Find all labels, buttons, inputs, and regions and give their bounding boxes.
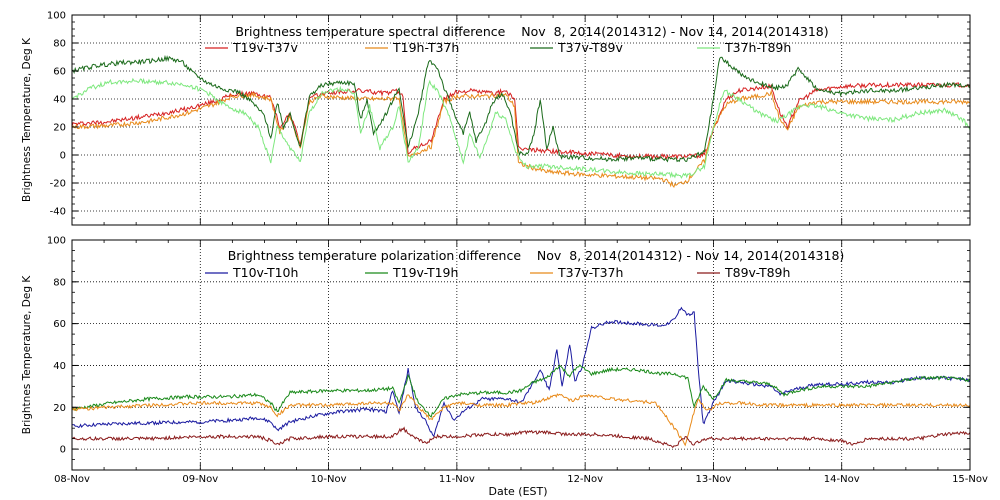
y-tick-label: 100 (47, 11, 66, 22)
x-tick-label: 09-Nov (182, 474, 218, 485)
y-tick-label: -20 (50, 179, 66, 190)
series-line-t10v-t10h (72, 306, 970, 438)
x-tick-label: 10-Nov (311, 474, 347, 485)
polarization-difference-panel: Brightness temperature polarization diff… (21, 236, 988, 486)
x-tick-label: 15-Nov (952, 474, 988, 485)
y-tick-label: 60 (53, 67, 66, 78)
series-line-t37v-t37h (72, 393, 970, 447)
legend-label: T10v-T10h (232, 265, 298, 280)
y-tick-label: -40 (50, 207, 66, 218)
legend-label: T37h-T89h (724, 40, 791, 55)
x-tick-label: 08-Nov (54, 474, 90, 485)
x-axis-label: Date (EST) (488, 485, 547, 498)
x-tick-label: 14-Nov (824, 474, 860, 485)
legend-label: T89v-T89h (724, 265, 790, 280)
spectral-difference-title: Brightness temperature spectral differen… (235, 24, 828, 39)
y-tick-label: 20 (53, 123, 66, 134)
plot-frame (71, 14, 971, 226)
series-line-t19h-t37h (72, 89, 970, 189)
y-axis-label: Brightnes Temperature, Deg K (21, 275, 33, 435)
legend-label: T37v-T89v (557, 40, 624, 55)
series-line-t37v-t89v (72, 54, 970, 163)
x-tick-label: 12-Nov (567, 474, 603, 485)
y-tick-label: 40 (53, 361, 66, 372)
y-tick-label: 0 (60, 445, 66, 456)
series-line-t19v-t37v (72, 81, 970, 161)
plot-frame (71, 239, 971, 471)
x-tick-label: 11-Nov (439, 474, 475, 485)
series-line-t89v-t89h (72, 426, 970, 449)
x-tick-label: 13-Nov (695, 474, 731, 485)
series-line-t37h-t89h (72, 77, 970, 179)
legend-label: T19h-T37h (392, 40, 459, 55)
y-tick-label: 80 (53, 277, 66, 288)
legend-label: T37v-T37h (557, 265, 623, 280)
y-tick-label: 60 (53, 319, 66, 330)
spectral-difference-panel: Brightness temperature spectral differen… (21, 11, 971, 226)
polarization-difference-title: Brightness temperature polarization diff… (228, 248, 845, 263)
y-tick-label: 0 (60, 151, 66, 162)
legend-label: T19v-T37v (232, 40, 299, 55)
y-tick-label: 40 (53, 95, 66, 106)
legend-label: T19v-T19h (392, 265, 458, 280)
y-tick-label: 80 (53, 39, 66, 50)
y-tick-label: 20 (53, 403, 66, 414)
y-axis-label: Brightness Temperature, Deg K (21, 37, 33, 202)
y-tick-label: 100 (47, 236, 66, 247)
series-line-t19v-t19h (72, 363, 970, 418)
